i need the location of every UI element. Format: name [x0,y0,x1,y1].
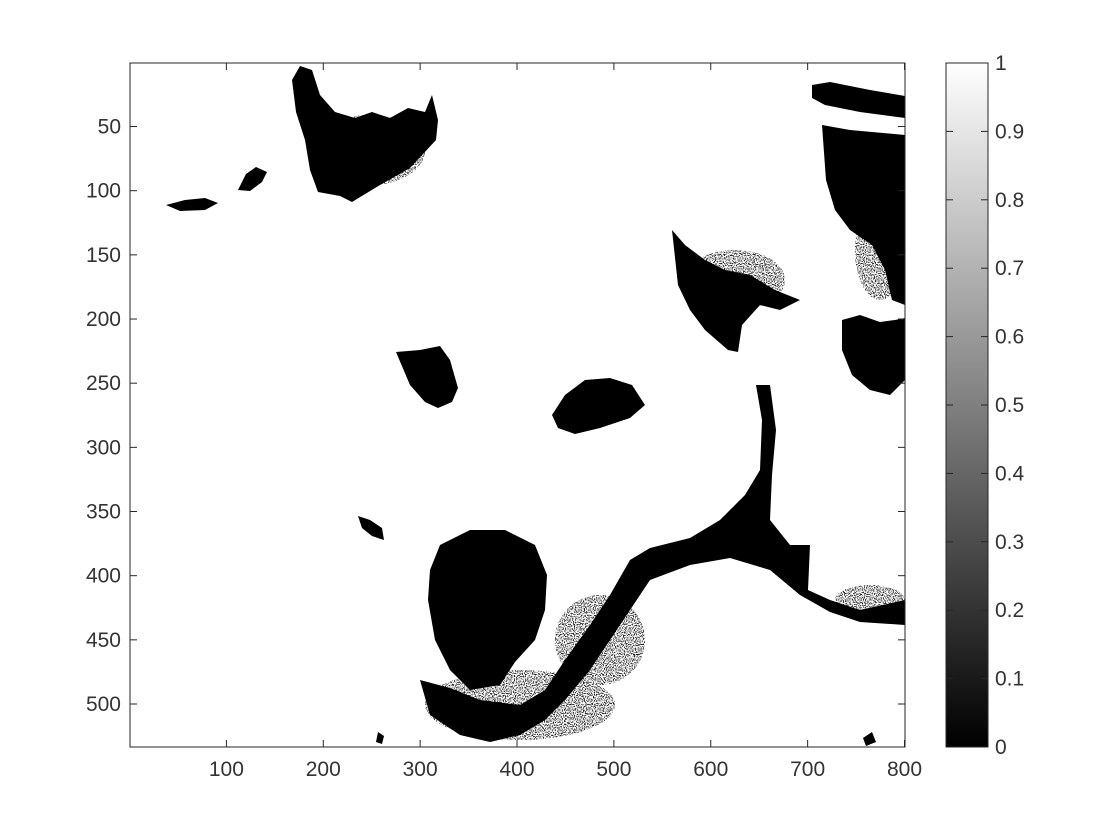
y-tick-label: 450 [86,629,121,652]
dark-region-right-blob [842,315,905,395]
binary-dog-image [130,63,905,747]
y-tick-label: 400 [86,565,121,588]
dark-region-top-right-bar [812,82,905,118]
x-tick-label: 700 [790,758,825,781]
y-tick-label: 250 [86,372,121,395]
y-tick-label: 300 [86,436,121,459]
dark-region-small-blob-1 [238,167,267,191]
colorbar-tick-label: 0.3 [995,531,1024,554]
x-tick-label: 400 [499,758,534,781]
colorbar-axis: 0 0.1 0.2 0.3 0.4 0.5 0.6 0.7 0.8 0.9 1 [946,52,1025,759]
y-tick-label: 500 [86,693,121,716]
y-axis: 50 100 150 200 250 300 350 400 450 500 [86,116,905,716]
x-tick-label: 300 [403,758,438,781]
x-tick-label: 100 [209,758,244,781]
dark-region-left-eye [396,346,458,408]
colorbar-tick-label: 1 [995,52,1007,75]
y-tick-label: 100 [86,180,121,203]
x-tick-label: 800 [887,758,922,781]
dark-region-bottom-speck [358,516,384,540]
colorbar-tick-label: 0.9 [995,120,1024,143]
dark-region-mouth [420,385,905,742]
colorbar-tick-label: 0.5 [995,394,1024,417]
colorbar-tick-label: 0.8 [995,189,1024,212]
x-axis: 100 200 300 400 500 600 700 800 [209,63,922,781]
dark-region-right-eye [552,378,645,434]
colorbar-tick-label: 0.6 [995,326,1024,349]
colorbar-tick-label: 0 [995,736,1007,759]
colorbar-tick-label: 0.7 [995,257,1024,280]
x-tick-label: 200 [306,758,341,781]
y-tick-label: 50 [98,116,121,139]
y-tick-label: 350 [86,501,121,524]
y-tick-label: 200 [86,308,121,331]
x-tick-label: 600 [693,758,728,781]
colorbar-tick-label: 0.4 [995,462,1025,485]
x-tick-label: 500 [596,758,631,781]
y-tick-label: 150 [86,244,121,267]
colorbar-tick-label: 0.2 [995,599,1024,622]
dark-region-small-blob-2 [166,198,218,211]
colorbar-tick-label: 0.1 [995,668,1024,691]
dark-region-nose [428,530,547,690]
